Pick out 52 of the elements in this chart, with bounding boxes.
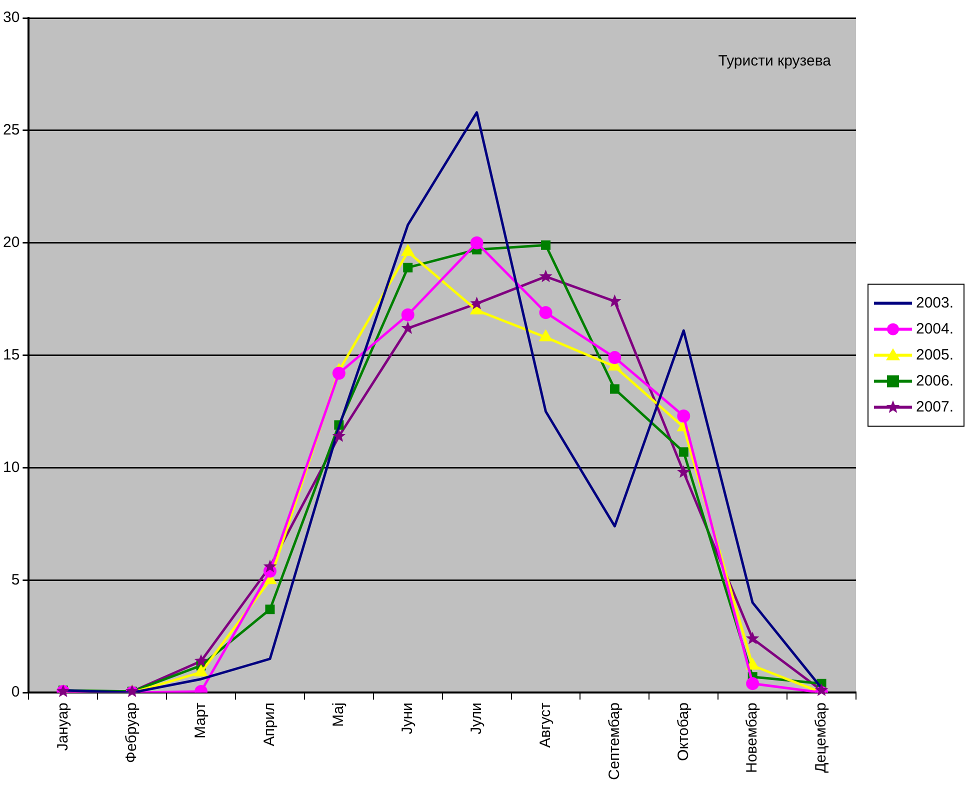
legend-label: 2004.	[916, 320, 954, 338]
point	[470, 296, 484, 310]
point	[332, 429, 346, 442]
y-tick-label: 5	[11, 571, 20, 588]
x-tick-label: Септембар	[606, 702, 623, 780]
point	[814, 683, 828, 696]
point	[401, 321, 415, 334]
point	[194, 654, 208, 667]
point	[539, 330, 552, 342]
point	[263, 560, 277, 572]
point	[401, 244, 414, 256]
point	[678, 447, 688, 457]
x-tick-label: Април	[261, 702, 278, 746]
point	[332, 366, 346, 380]
x-tick-label: Март	[192, 702, 210, 738]
x-tick-label: Фебруар	[123, 702, 140, 763]
x-tick-label: Јуни	[399, 702, 416, 734]
x-tick-label: Новембар	[744, 702, 761, 773]
point	[401, 308, 414, 322]
point	[608, 294, 622, 307]
point	[541, 240, 550, 250]
annotation: Туристи крузева	[718, 52, 832, 70]
legend-label: 2005.	[916, 346, 954, 364]
point	[610, 384, 620, 394]
x-tick-label: Август	[536, 702, 554, 748]
y-tick-label: 30	[2, 9, 20, 26]
x-tick-label: Октобар	[674, 702, 692, 761]
point	[608, 351, 622, 364]
y-tick-label: 0	[11, 684, 20, 701]
x-tick-label: Децембар	[812, 702, 830, 773]
point	[539, 270, 552, 282]
x-tick-label: Јануар	[54, 702, 72, 751]
y-tick-label: 10	[2, 458, 20, 476]
point	[56, 684, 70, 698]
point	[265, 604, 275, 614]
x-tick-label: Мај	[330, 702, 348, 727]
point	[746, 632, 760, 644]
legend-label: 2006.	[916, 372, 954, 390]
point	[470, 236, 484, 250]
point	[746, 677, 760, 690]
y-tick-label: 25	[2, 122, 20, 139]
point	[403, 262, 413, 272]
point	[194, 664, 208, 676]
point	[676, 465, 690, 478]
point	[539, 306, 552, 320]
y-tick-label: 15	[2, 346, 20, 364]
point	[677, 410, 690, 423]
legend-label: 2007.	[916, 398, 954, 416]
x-tick-label: Јули	[468, 702, 485, 734]
y-tick-label: 20	[2, 234, 20, 251]
legend-label: 2003.	[916, 294, 954, 312]
point	[125, 684, 139, 698]
